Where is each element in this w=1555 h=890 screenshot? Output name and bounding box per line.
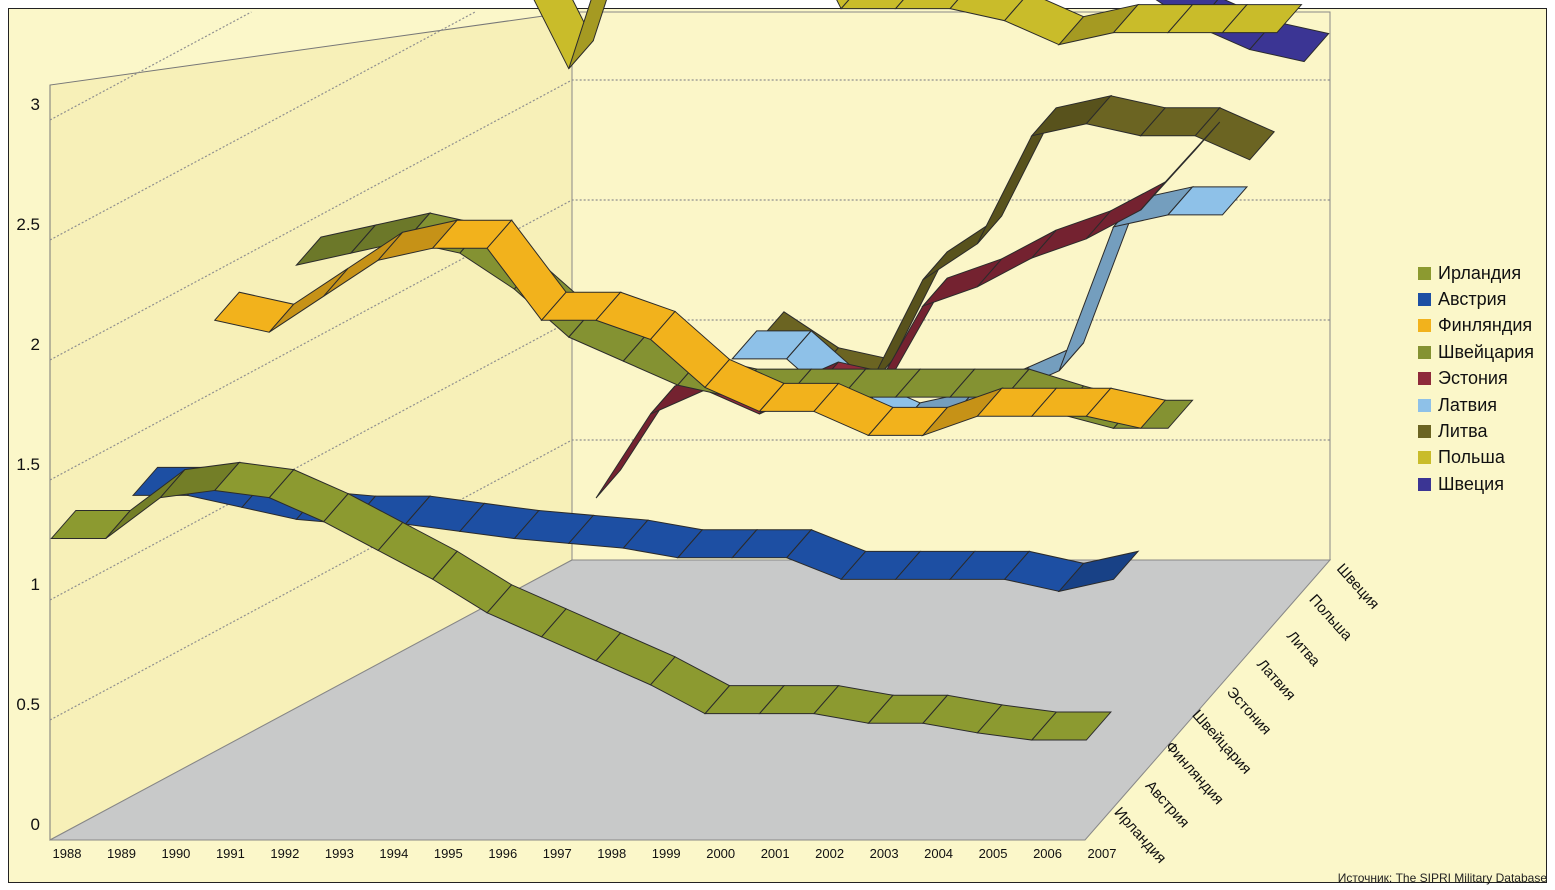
legend: Ирландия Австрия Финляндия Швейцария Эстония… xyxy=(1418,260,1553,498)
x-tick-label: 2007 xyxy=(1088,846,1117,861)
y-tick-label: 1 xyxy=(31,575,40,594)
x-tick-label: 1999 xyxy=(652,846,681,861)
series-ribbons xyxy=(50,0,1330,741)
x-tick-label: 1990 xyxy=(161,846,190,861)
gridline xyxy=(49,79,1330,361)
legend-swatch xyxy=(1418,293,1431,307)
legend-label: Польша xyxy=(1438,447,1505,468)
legend-label: Ирландия xyxy=(1438,262,1522,283)
x-tick-label: 1993 xyxy=(325,846,354,861)
legend-label: Эстония xyxy=(1438,368,1508,389)
legend-item: Эстония xyxy=(1418,366,1553,392)
legend-swatch xyxy=(1418,451,1431,465)
x-tick-label: 1997 xyxy=(543,846,572,861)
y-tick-label: 0 xyxy=(31,815,40,834)
x-tick-label: 1989 xyxy=(107,846,136,861)
legend-item: Финляндия xyxy=(1418,313,1553,339)
ribbon-segment xyxy=(1085,387,1167,429)
y-tick-label: 2.5 xyxy=(16,215,40,234)
legend-item: Латвия xyxy=(1418,392,1553,418)
legend-swatch xyxy=(1418,398,1431,412)
y-tick-label: 0.5 xyxy=(16,695,40,714)
legend-item: Австрия xyxy=(1418,286,1553,312)
gridline xyxy=(49,439,1330,721)
legend-swatch xyxy=(1418,425,1431,439)
x-axis-ticks: 1988 1989 1990 1991 1992 1993 1994 1995 1996 1997… xyxy=(53,846,1117,861)
ribbon-segment xyxy=(1140,121,1221,211)
y-tick-label: 2 xyxy=(31,335,40,354)
y-tick-label: 1.5 xyxy=(16,455,40,474)
ribbon-segment xyxy=(840,0,904,10)
x-tick-label: 1991 xyxy=(216,846,245,861)
ribbon-segment xyxy=(1221,4,1303,34)
legend-swatch xyxy=(1418,319,1431,333)
ribbon-segment xyxy=(1194,107,1276,161)
legend-label: Австрия xyxy=(1438,289,1507,310)
x-tick-label: 1988 xyxy=(53,846,82,861)
ribbon-segment xyxy=(949,0,1024,22)
legend-item: Ирландия xyxy=(1418,260,1553,286)
x-tick-label: 2002 xyxy=(815,846,844,861)
ribbon-segment xyxy=(1030,711,1112,741)
x-tick-label: 1994 xyxy=(379,846,408,861)
x-tick-label: 2005 xyxy=(979,846,1008,861)
legend-swatch xyxy=(1418,345,1431,359)
legend-swatch xyxy=(1418,266,1431,280)
y-tick-label: 3 xyxy=(31,95,40,114)
x-tick-label: 1996 xyxy=(488,846,517,861)
gridline xyxy=(49,199,1330,481)
x-tick-label: 1998 xyxy=(597,846,626,861)
x-tick-label: 2003 xyxy=(870,846,899,861)
legend-item: Швеция xyxy=(1418,471,1553,497)
x-tick-label: 2000 xyxy=(706,846,735,861)
x-tick-label: 1992 xyxy=(270,846,299,861)
gridline xyxy=(49,11,476,241)
legend-label: Швейцария xyxy=(1438,341,1535,362)
x-tick-label: 2001 xyxy=(761,846,790,861)
legend-swatch xyxy=(1418,372,1431,386)
legend-label: Латвия xyxy=(1438,394,1498,415)
x-tick-label: 1995 xyxy=(434,846,463,861)
y-axis-ticks: 0 0.5 1 1.5 2 2.5 3 xyxy=(16,95,40,834)
ribbon-segment xyxy=(1057,550,1140,593)
source-note: Источник: The SIPRI Military Database xyxy=(1337,871,1547,885)
legend-label: Литва xyxy=(1438,421,1488,442)
legend-item: Польша xyxy=(1418,445,1553,471)
legend-item: Литва xyxy=(1418,418,1553,444)
legend-label: Финляндия xyxy=(1438,315,1533,336)
legend-item: Швейцария xyxy=(1418,339,1553,365)
ribbon-segment xyxy=(568,0,607,69)
ribbon-segment xyxy=(1166,186,1249,216)
ribbon-segment xyxy=(894,0,959,10)
x-tick-label: 2004 xyxy=(924,846,953,861)
legend-swatch xyxy=(1418,477,1431,491)
x-tick-label: 2006 xyxy=(1033,846,1062,861)
ribbon-segment xyxy=(836,0,850,10)
legend-label: Швеция xyxy=(1438,473,1504,494)
